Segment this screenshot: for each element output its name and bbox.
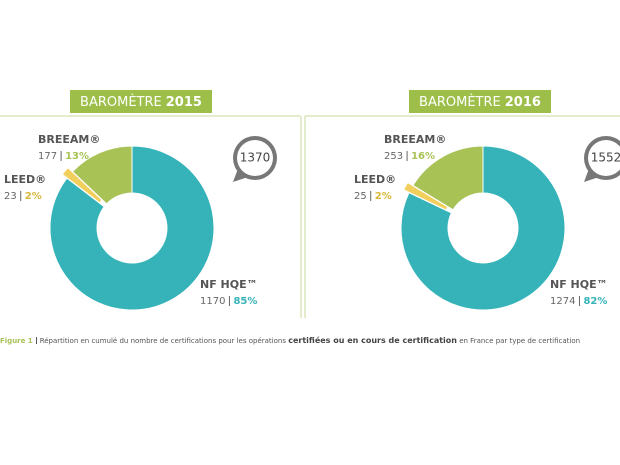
category-label: BREEAM® bbox=[384, 133, 446, 146]
category-label: NF HQE™ bbox=[200, 278, 258, 291]
caption: Figure 1 Répartition en cumulé du nombre … bbox=[0, 336, 620, 345]
category-label: LEED® bbox=[4, 173, 46, 186]
caption-label: Figure 1 bbox=[0, 337, 33, 345]
chart-title: BAROMÈTRE 2016 bbox=[419, 94, 541, 110]
count-label: 1274 bbox=[550, 296, 575, 307]
count-label: 23 bbox=[4, 191, 17, 202]
percent-label: 16% bbox=[411, 151, 435, 162]
caption-emphasis: certifiées ou en cours de certification bbox=[288, 336, 457, 345]
category-label: NF HQE™ bbox=[550, 278, 608, 291]
percent-label: 13% bbox=[65, 151, 89, 162]
title-year: 2016 bbox=[505, 95, 541, 110]
title-text: BAROMÈTRE bbox=[80, 94, 162, 110]
bubble-inner bbox=[588, 140, 620, 176]
slice bbox=[412, 145, 484, 211]
bubble-inner bbox=[237, 140, 273, 176]
slice bbox=[49, 145, 215, 311]
caption-text-end: en France par type de certification bbox=[459, 337, 581, 345]
category-label: LEED® bbox=[354, 173, 396, 186]
percent-label: 2% bbox=[25, 191, 42, 202]
category-label: BREEAM® bbox=[38, 133, 100, 146]
header-bar bbox=[409, 90, 551, 113]
caption-text: Répartition en cumulé du nombre de certi… bbox=[39, 337, 286, 345]
count-label: 253 bbox=[384, 151, 403, 162]
count-label: 177 bbox=[38, 151, 57, 162]
percent-label: 85% bbox=[233, 296, 257, 307]
title-year: 2015 bbox=[166, 95, 202, 110]
percent-label: 2% bbox=[375, 191, 392, 202]
total-label: 1552 bbox=[591, 151, 620, 165]
header-bar bbox=[70, 90, 212, 113]
count-label: 1170 bbox=[200, 296, 225, 307]
total-label: 1370 bbox=[240, 151, 271, 165]
chart: BAROMÈTRE 2015 NF HQE™ 1170 85% LEED® 23 2% BREE… bbox=[0, 90, 620, 318]
slice bbox=[400, 145, 566, 311]
count-label: 25 bbox=[354, 191, 367, 202]
slice bbox=[71, 145, 133, 205]
title-text: BAROMÈTRE bbox=[419, 94, 501, 110]
chart-title: BAROMÈTRE 2015 bbox=[80, 94, 202, 110]
percent-label: 82% bbox=[583, 296, 607, 307]
